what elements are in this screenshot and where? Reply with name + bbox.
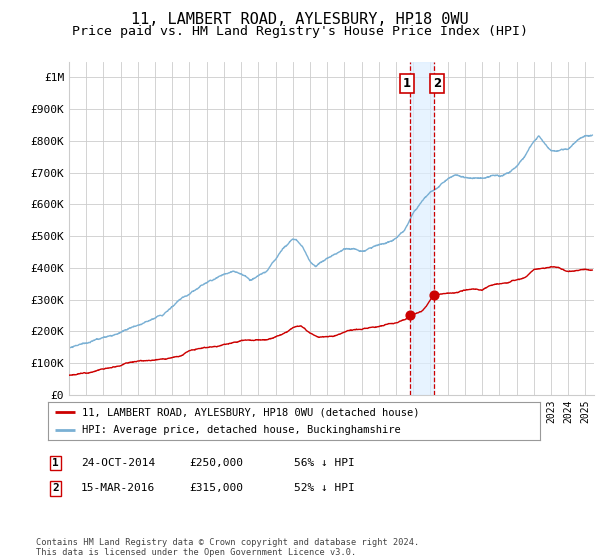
Text: 24-OCT-2014: 24-OCT-2014 — [81, 458, 155, 468]
Text: 2: 2 — [433, 77, 441, 90]
Bar — [410, 62, 434, 395]
Text: 11, LAMBERT ROAD, AYLESBURY, HP18 0WU (detached house): 11, LAMBERT ROAD, AYLESBURY, HP18 0WU (d… — [82, 407, 420, 417]
Text: 1: 1 — [403, 77, 411, 90]
Text: 2: 2 — [52, 483, 59, 493]
Text: £250,000: £250,000 — [189, 458, 243, 468]
Point — [429, 291, 439, 300]
Text: £315,000: £315,000 — [189, 483, 243, 493]
Text: 52% ↓ HPI: 52% ↓ HPI — [294, 483, 355, 493]
Text: Price paid vs. HM Land Registry's House Price Index (HPI): Price paid vs. HM Land Registry's House … — [72, 25, 528, 38]
Text: 1: 1 — [52, 458, 59, 468]
Text: 15-MAR-2016: 15-MAR-2016 — [81, 483, 155, 493]
Text: HPI: Average price, detached house, Buckinghamshire: HPI: Average price, detached house, Buck… — [82, 425, 401, 435]
Text: 11, LAMBERT ROAD, AYLESBURY, HP18 0WU: 11, LAMBERT ROAD, AYLESBURY, HP18 0WU — [131, 12, 469, 27]
Point — [405, 311, 415, 320]
Text: Contains HM Land Registry data © Crown copyright and database right 2024.
This d: Contains HM Land Registry data © Crown c… — [36, 538, 419, 557]
Text: 56% ↓ HPI: 56% ↓ HPI — [294, 458, 355, 468]
